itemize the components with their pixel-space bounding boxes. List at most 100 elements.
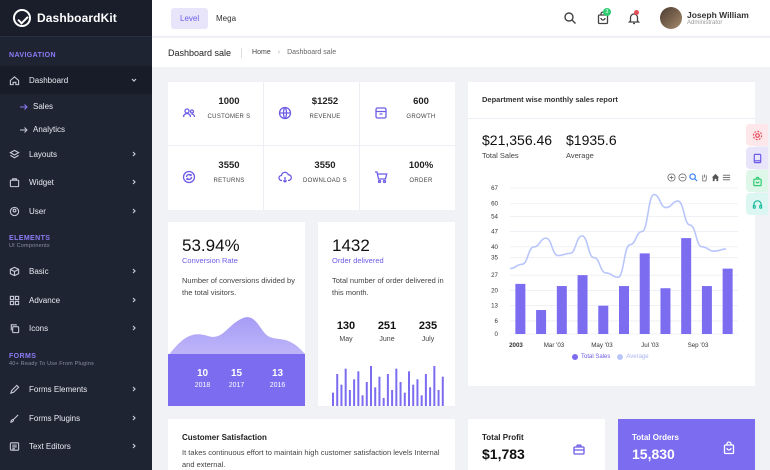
sidebar-item-text-editors[interactable]: Text Editors xyxy=(0,432,152,460)
department-bar-chart: 0 6 13 20 27 35 40 47 54 60 67 2003 Mar '03 May '03 Ju… xyxy=(491,185,738,349)
settings-fab[interactable] xyxy=(746,124,768,146)
conversion-label: Conversion Rate xyxy=(182,256,238,265)
zoom-out-icon[interactable] xyxy=(678,173,687,182)
stat-label: ORDER xyxy=(409,178,433,184)
chart-legend: Total Sales Average xyxy=(572,354,649,360)
sidebar-item-dashboard[interactable]: Dashboard xyxy=(0,66,152,94)
y-tick-label: 54 xyxy=(491,213,498,220)
legend-label[interactable]: Average xyxy=(626,354,649,360)
stat-value: 100% xyxy=(408,160,434,171)
sidebar-item-label: Dashboard xyxy=(29,75,69,85)
refresh-icon xyxy=(182,170,196,184)
pen-icon xyxy=(9,384,20,394)
stat-returns: 3550 RETURNS xyxy=(168,146,264,210)
users-icon xyxy=(182,108,196,118)
sales-bar xyxy=(722,268,733,334)
year-count: 10 xyxy=(196,368,209,379)
stat-label: GROWTH xyxy=(406,114,436,120)
spark-bar xyxy=(344,368,347,406)
sidebar-subitem-analytics[interactable]: Analytics xyxy=(19,125,65,134)
department-card: Department wise monthly sales report $21… xyxy=(468,82,755,386)
orders-month-june: 251 June xyxy=(369,320,405,343)
zoom-in-icon[interactable] xyxy=(667,173,676,182)
average-value: $1935.6 xyxy=(566,132,617,148)
menu-icon[interactable] xyxy=(722,173,731,182)
sales-bar xyxy=(660,288,671,334)
cart-icon xyxy=(375,171,388,184)
orders-total-value: 15,830 xyxy=(632,446,675,462)
stats-card: 1000 CUSTOMER S $1252 REVENUE 600 GROWTH… xyxy=(168,82,456,210)
stat-value: 600 xyxy=(413,96,429,107)
breadcrumb-home[interactable]: Home xyxy=(252,49,271,56)
y-tick-label: 20 xyxy=(491,287,498,294)
orders-description: Total number of order delivered in this … xyxy=(332,276,444,297)
shop-fab[interactable] xyxy=(746,170,768,192)
sidebar-item-advance[interactable]: Advance xyxy=(0,286,152,314)
stat-label: RETURNS xyxy=(213,178,245,184)
y-tick-label: 0 xyxy=(495,331,499,338)
spark-bar xyxy=(357,371,360,406)
sidebar-item-layouts[interactable]: Layouts xyxy=(0,140,152,168)
section-subtitle: UI Components xyxy=(9,243,50,249)
shopping-bag-icon xyxy=(723,441,735,455)
documentation-fab[interactable] xyxy=(746,147,768,169)
profit-title: Total Profit xyxy=(482,433,524,442)
orders-total-title: Total Orders xyxy=(632,433,679,442)
y-tick-label: 13 xyxy=(491,303,498,310)
spark-bar xyxy=(353,379,356,406)
month-label: June xyxy=(379,336,395,343)
magnifier-icon[interactable] xyxy=(689,173,698,182)
cloud-download-icon xyxy=(278,171,292,183)
briefcase-icon xyxy=(9,177,20,187)
section-title: FORMS xyxy=(9,353,37,360)
sales-bar xyxy=(701,286,712,334)
month-count: 130 xyxy=(336,320,356,332)
spark-bar xyxy=(429,387,432,406)
chevron-right-icon xyxy=(132,297,136,303)
sidebar-item-forms-elements[interactable]: Forms Elements xyxy=(0,375,152,403)
sidebar-item-widget[interactable]: Widget xyxy=(0,168,152,196)
section-navigation: NAVIGATION xyxy=(9,52,56,59)
support-fab[interactable] xyxy=(746,193,768,215)
sidebar-item-basic[interactable]: Basic xyxy=(0,257,152,285)
gear-icon xyxy=(752,130,762,140)
y-tick-label: 6 xyxy=(495,318,499,325)
sidebar-subitem-sales[interactable]: Sales xyxy=(19,102,53,111)
arrow-right-icon xyxy=(20,103,28,110)
sidebar-item-label: Forms Plugins xyxy=(29,413,81,423)
tab-mega[interactable]: Mega xyxy=(216,14,237,23)
user-role: Administrator xyxy=(687,20,723,26)
stat-order: 100% ORDER xyxy=(360,146,456,210)
search-icon[interactable] xyxy=(563,11,577,25)
sidebar-item-label: Basic xyxy=(29,266,49,276)
year-label: 2017 xyxy=(228,382,245,389)
avatar[interactable] xyxy=(660,7,682,29)
legend-dot-average xyxy=(617,354,624,360)
reset-home-icon[interactable] xyxy=(711,173,720,182)
brand-logo[interactable]: DashboardKit xyxy=(0,0,152,37)
legend-label[interactable]: Total Sales xyxy=(581,354,611,360)
pan-hand-icon[interactable] xyxy=(700,173,709,182)
chevron-right-icon xyxy=(132,268,136,274)
spark-bar xyxy=(395,368,398,406)
user-name: Joseph William xyxy=(687,10,749,20)
sales-bar xyxy=(556,286,567,334)
headphones-icon xyxy=(752,199,762,209)
sidebar-item-user[interactable]: User xyxy=(0,197,152,225)
sales-bar xyxy=(598,305,609,334)
sidebar-item-forms-plugins[interactable]: Forms Plugins xyxy=(0,404,152,432)
sales-bar xyxy=(577,275,588,334)
sidebar-item-icons[interactable]: Icons xyxy=(0,314,152,342)
orders-value: 1432 xyxy=(332,236,370,255)
total-sales-label: Total Sales xyxy=(482,151,519,160)
chevron-right-icon xyxy=(132,386,136,392)
user-circle-icon xyxy=(9,206,20,216)
sidebar-item-label: Forms Elements xyxy=(29,384,88,394)
x-tick-label: May '03 xyxy=(591,342,613,349)
stat-value: 3550 xyxy=(314,160,336,171)
shopping-bag-icon xyxy=(752,176,762,186)
tab-level[interactable]: Level xyxy=(171,8,209,29)
spark-bar xyxy=(420,395,423,406)
profit-value: $1,783 xyxy=(482,446,525,462)
conversion-value: 53.94% xyxy=(182,236,240,255)
